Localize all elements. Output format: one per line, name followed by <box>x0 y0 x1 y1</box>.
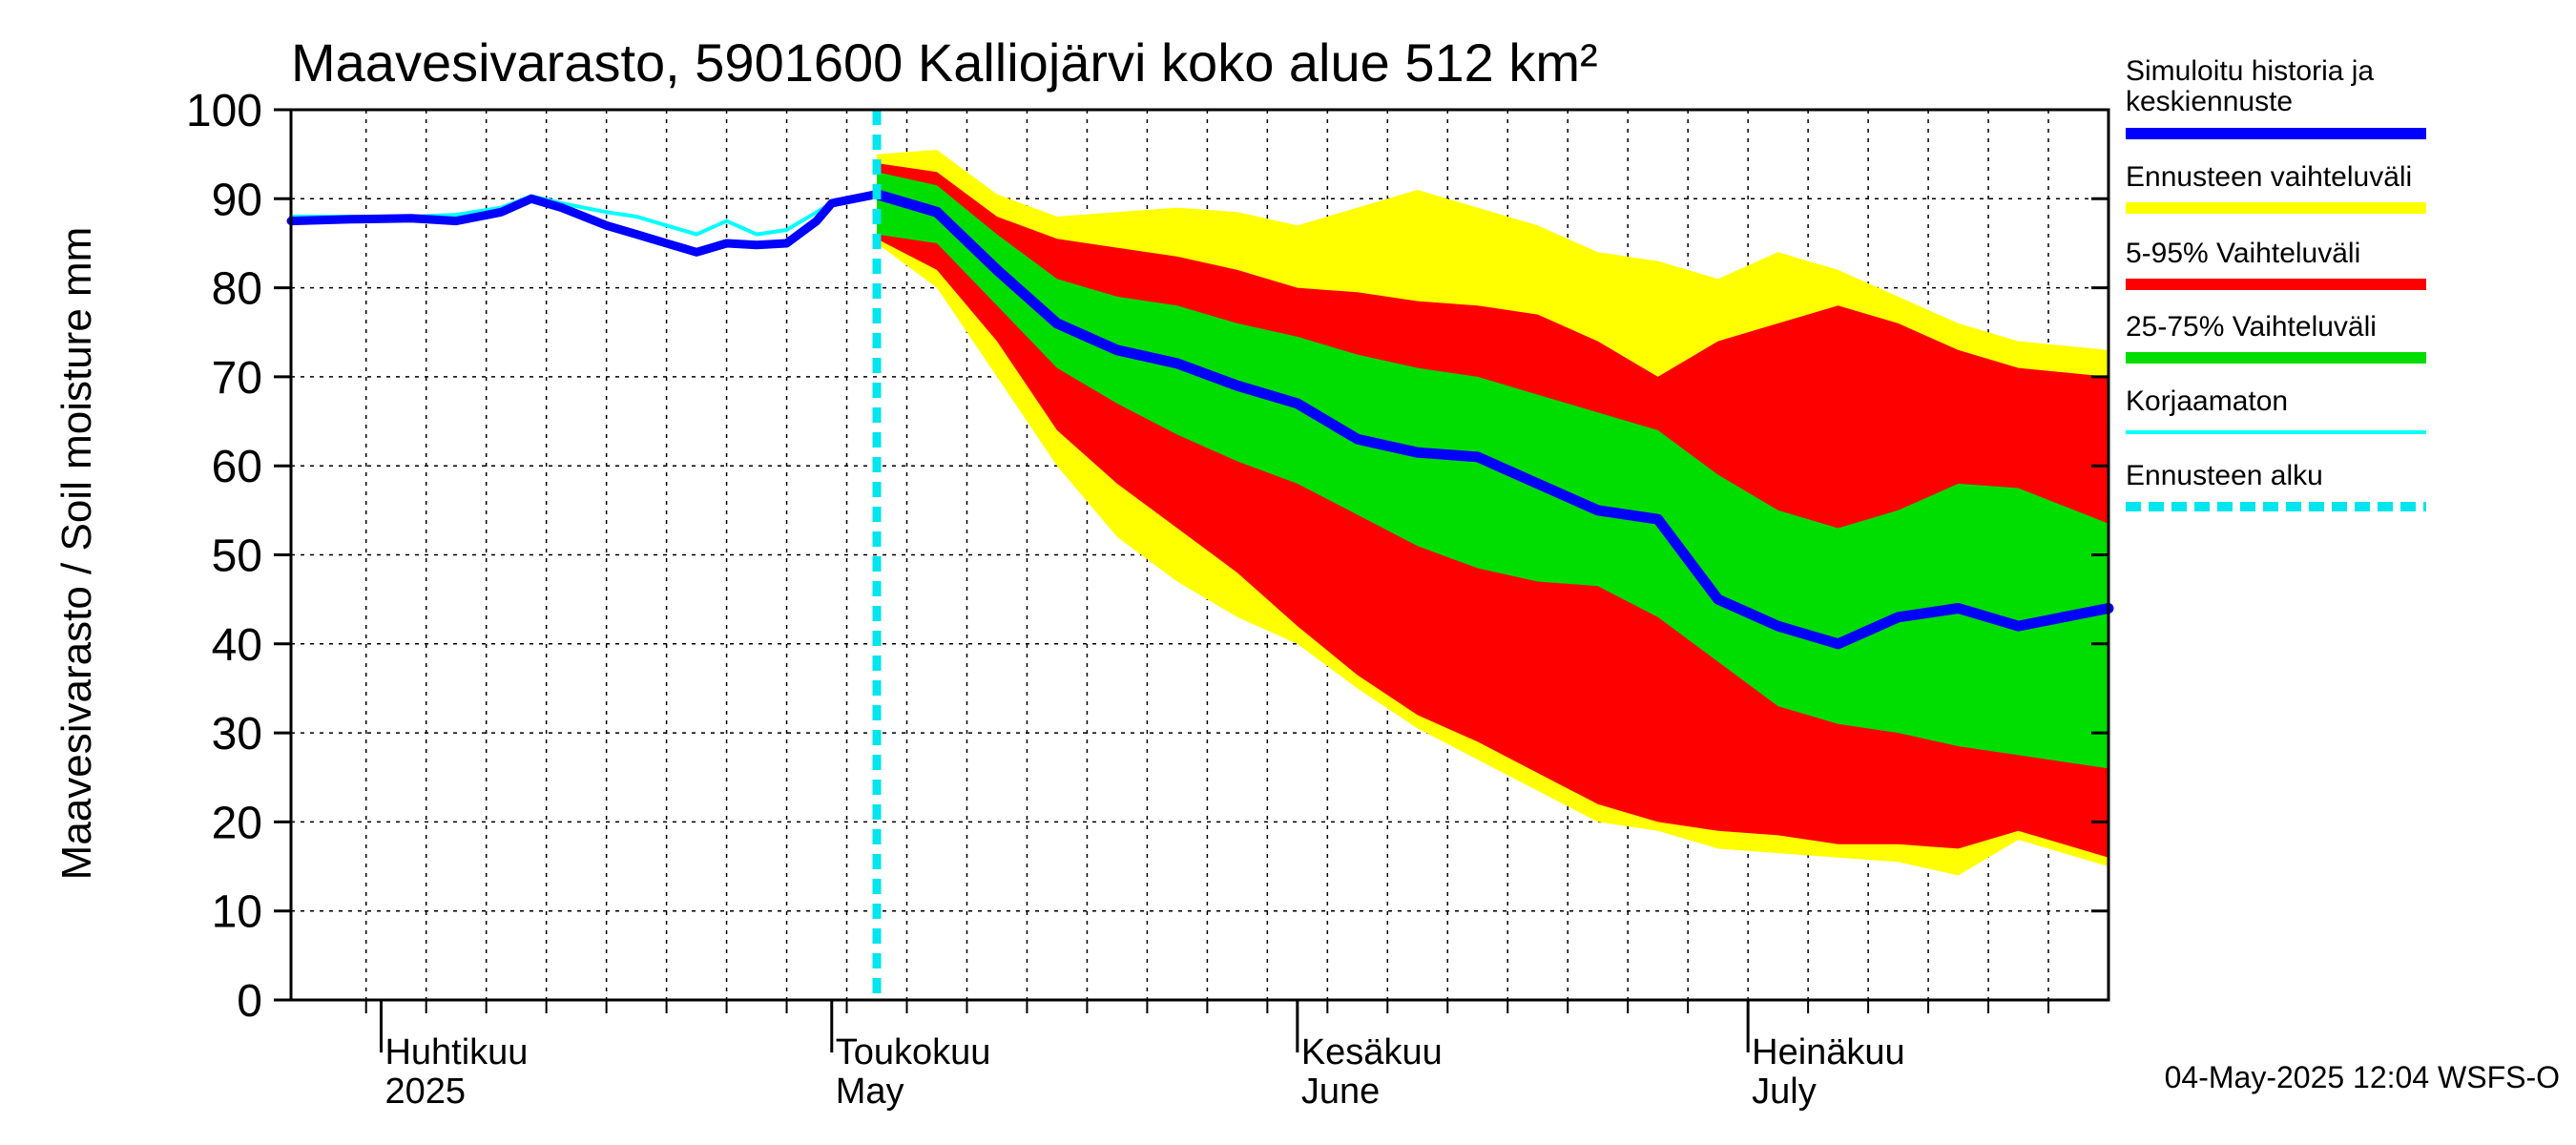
y-tick-label: 90 <box>212 175 262 225</box>
chart-title: Maavesivarasto, 5901600 Kalliojärvi koko… <box>291 32 1598 93</box>
history-series-line <box>286 190 882 257</box>
y-tick-label: 100 <box>186 86 262 136</box>
timestamp-footer: 04-May-2025 12:04 WSFS-O <box>2165 1060 2560 1094</box>
percentile-25-75-band <box>877 172 2109 769</box>
x-month-sublabel: May <box>836 1072 904 1112</box>
y-tick-label: 60 <box>212 442 262 492</box>
x-month-label: Heinäkuu <box>1752 1032 1905 1072</box>
x-month-label: Toukokuu <box>836 1032 991 1072</box>
y-tick-label: 10 <box>212 887 262 938</box>
y-tick-label: 40 <box>212 620 262 671</box>
legend-label: keskiennuste <box>2126 86 2293 117</box>
plot-area <box>286 108 2114 1002</box>
x-month-label: Huhtikuu <box>384 1032 528 1072</box>
legend-label: 25-75% Vaihteluväli <box>2126 311 2377 343</box>
x-month-sublabel: 2025 <box>384 1072 466 1112</box>
legend-label: Ennusteen vaihteluväli <box>2126 161 2412 193</box>
y-tick-label: 20 <box>212 798 262 848</box>
y-axis-label: Maavesivarasto / Soil moisture mm <box>53 227 100 881</box>
legend-label: Simuloitu historia ja <box>2126 55 2374 87</box>
y-tick-label: 80 <box>212 264 262 315</box>
legend-label: Korjaamaton <box>2126 385 2288 417</box>
y-tick-label: 70 <box>212 353 262 404</box>
x-month-sublabel: June <box>1301 1072 1380 1112</box>
forecast-median-line <box>871 189 2114 650</box>
x-month-sublabel: July <box>1752 1072 1817 1112</box>
x-month-label: Kesäkuu <box>1301 1032 1443 1072</box>
y-tick-label: 0 <box>237 976 262 1027</box>
legend-label: Ennusteen alku <box>2126 460 2323 491</box>
y-tick-label: 30 <box>212 709 262 760</box>
y-tick-label: 50 <box>212 531 262 582</box>
y-axis: 0 10 20 30 40 50 60 70 80 90 100 <box>186 86 2109 1027</box>
legend-label: 5-95% Vaihteluväli <box>2126 238 2360 269</box>
uncorrected-series-line <box>289 192 879 237</box>
